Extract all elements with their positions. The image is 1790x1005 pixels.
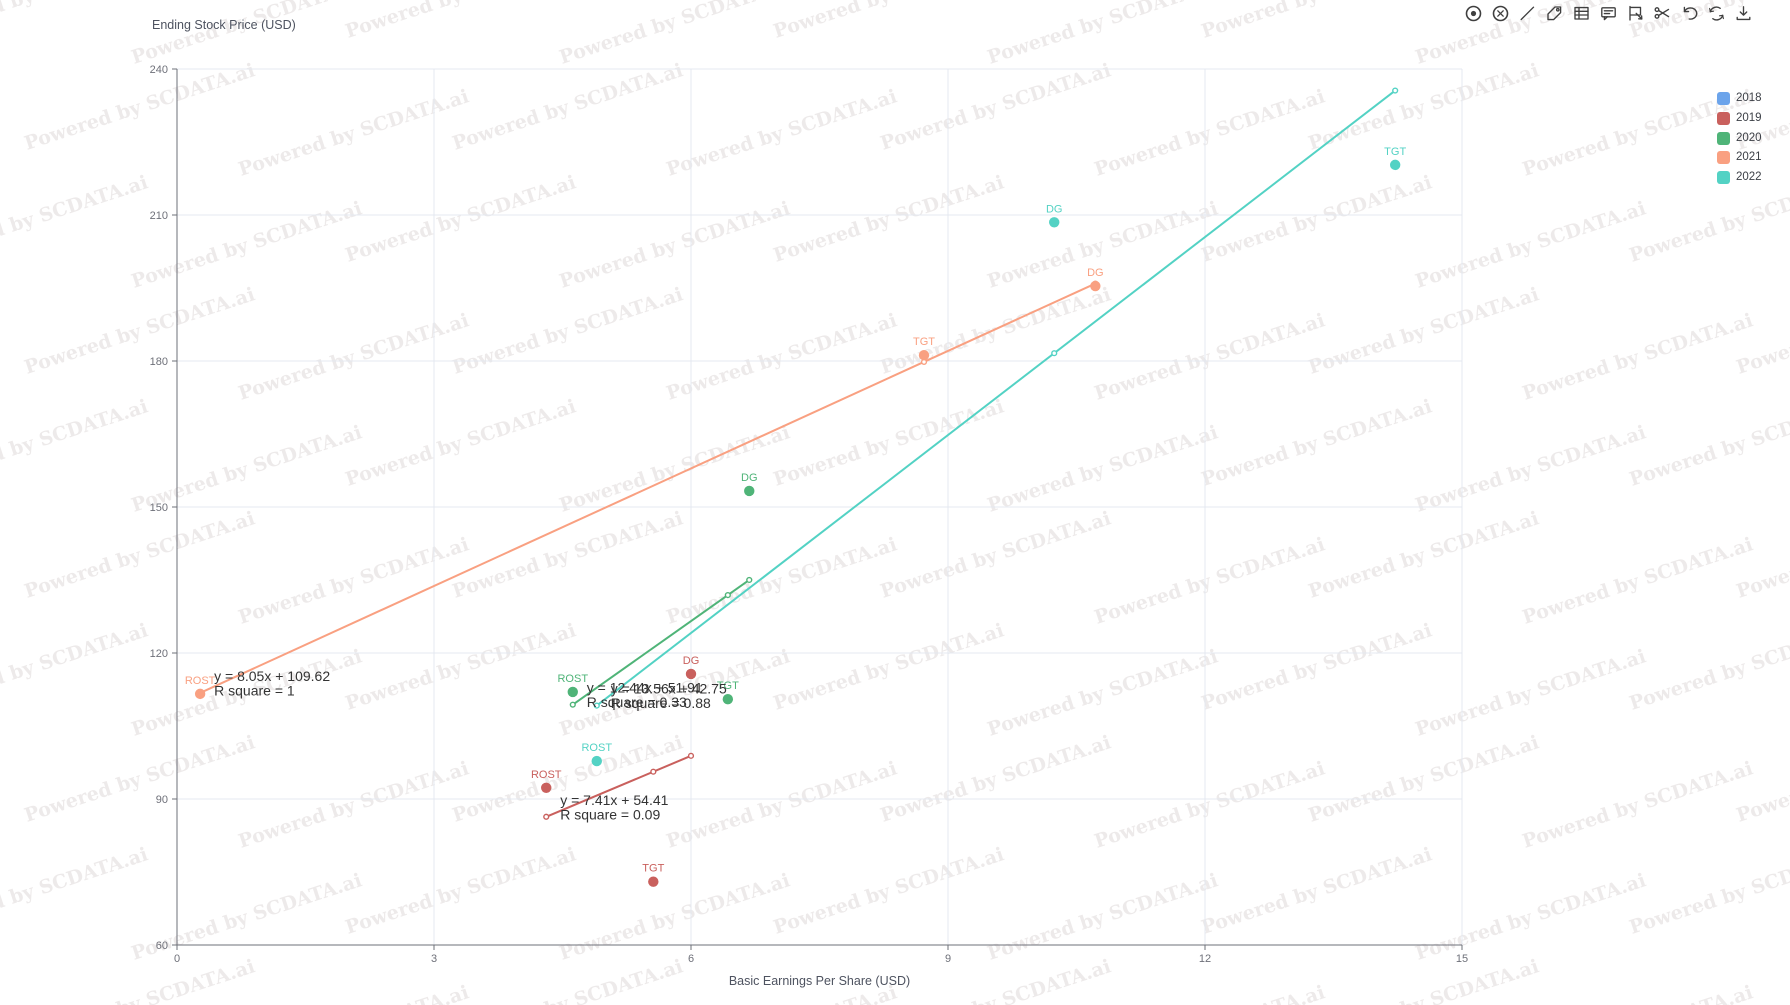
data-point-2022-TGT[interactable] bbox=[1389, 159, 1401, 171]
line-tool-icon[interactable] bbox=[1518, 4, 1537, 23]
data-point-2020-ROST[interactable] bbox=[567, 686, 578, 698]
data-point-2021-TGT[interactable] bbox=[918, 349, 930, 361]
trend-point-marker bbox=[1392, 87, 1399, 94]
y-axis-title: Ending Stock Price (USD) bbox=[152, 18, 296, 32]
trend-line-2021 bbox=[199, 282, 1096, 694]
data-point-2019-TGT[interactable] bbox=[648, 876, 659, 887]
y-tick-label: 90 bbox=[156, 794, 168, 806]
legend-swatch bbox=[1717, 171, 1730, 185]
legend-item-2022[interactable]: 2022 bbox=[1717, 168, 1762, 188]
restore-icon[interactable] bbox=[1707, 4, 1726, 23]
download-icon[interactable] bbox=[1734, 4, 1753, 23]
point-label: TGT bbox=[717, 680, 739, 692]
trend-point-marker bbox=[543, 813, 550, 820]
point-label: ROST bbox=[581, 742, 612, 754]
data-point-2019-ROST[interactable] bbox=[541, 782, 552, 794]
trend-point-marker bbox=[746, 576, 753, 584]
chart-legend: 2018 2019 2020 2021 2022 bbox=[1717, 89, 1762, 187]
trend-point-marker bbox=[593, 702, 600, 709]
tag-icon[interactable] bbox=[1545, 4, 1564, 23]
point-label: DG bbox=[683, 655, 700, 667]
trend-equation-label: y = 8.05x + 109.62 bbox=[214, 668, 330, 684]
trend-rsquare-label: R square = 0.88 bbox=[611, 695, 711, 711]
y-tick-label: 150 bbox=[150, 502, 168, 514]
data-point-2022-ROST[interactable] bbox=[591, 755, 602, 767]
data-point-2021-DG[interactable] bbox=[1090, 280, 1101, 292]
point-label: ROST bbox=[531, 769, 562, 781]
trend-point-marker bbox=[1051, 350, 1058, 357]
trend-equation-label: y = 12.44x + 51.91 bbox=[587, 680, 703, 696]
trend-rsquare-label: R square = 0.33 bbox=[587, 694, 687, 710]
trend-point-marker bbox=[650, 768, 657, 775]
legend-swatch bbox=[1717, 92, 1730, 106]
y-tick-label: 210 bbox=[150, 210, 168, 222]
point-label: ROST bbox=[185, 675, 216, 687]
trend-equation-label: y = 7.41x + 54.41 bbox=[560, 792, 668, 808]
data-point-2020-TGT[interactable] bbox=[722, 694, 734, 705]
y-tick-label: 120 bbox=[150, 648, 168, 660]
trend-rsquare-label: R square = 0.09 bbox=[560, 806, 660, 822]
annotation-icon[interactable] bbox=[1599, 4, 1618, 23]
point-label: DG bbox=[741, 472, 758, 484]
x-tick-label: 3 bbox=[431, 953, 437, 965]
legend-item-2021[interactable]: 2021 bbox=[1717, 148, 1762, 168]
trend-equation-label: y = 13.56x + 42.75 bbox=[611, 681, 727, 697]
x-tick-label: 12 bbox=[1199, 953, 1211, 965]
data-point-2019-DG[interactable] bbox=[685, 668, 697, 680]
zoom-select-icon[interactable] bbox=[1464, 4, 1483, 23]
x-tick-label: 0 bbox=[174, 953, 180, 965]
data-point-2022-DG[interactable] bbox=[1049, 217, 1060, 228]
data-point-2021-ROST[interactable] bbox=[194, 688, 206, 700]
x-tick-label: 6 bbox=[688, 953, 694, 965]
x-tick-label: 15 bbox=[1456, 953, 1468, 965]
point-label: TGT bbox=[913, 336, 935, 348]
zoom-reset-icon[interactable] bbox=[1491, 4, 1510, 23]
legend-item-2020[interactable]: 2020 bbox=[1717, 128, 1762, 148]
x-axis-title: Basic Earnings Per Share (USD) bbox=[728, 974, 911, 988]
brush-select-icon[interactable] bbox=[1626, 4, 1645, 23]
legend-item-2019[interactable]: 2019 bbox=[1717, 109, 1762, 129]
point-label: TGT bbox=[1384, 146, 1406, 158]
legend-swatch bbox=[1717, 131, 1730, 145]
trend-line-2019 bbox=[545, 754, 692, 818]
undo-icon[interactable] bbox=[1680, 4, 1699, 23]
legend-item-2018[interactable]: 2018 bbox=[1717, 89, 1762, 109]
legend-swatch bbox=[1717, 112, 1730, 126]
trend-line-2020 bbox=[572, 579, 750, 706]
point-label: DG bbox=[1087, 267, 1104, 279]
data-point-2020-DG[interactable] bbox=[744, 485, 755, 497]
trend-point-marker bbox=[687, 752, 695, 759]
legend-label: 2019 bbox=[1736, 112, 1762, 125]
trend-point-marker bbox=[724, 591, 731, 599]
y-tick-label: 180 bbox=[150, 356, 168, 368]
legend-label: 2018 bbox=[1736, 92, 1762, 105]
scissors-icon[interactable] bbox=[1653, 4, 1672, 23]
data-view-icon[interactable] bbox=[1572, 4, 1591, 23]
trend-point-marker bbox=[569, 701, 576, 708]
legend-label: 2021 bbox=[1736, 151, 1762, 164]
y-tick-label: 60 bbox=[156, 940, 168, 952]
legend-swatch bbox=[1717, 151, 1730, 165]
y-tick-label: 240 bbox=[150, 64, 168, 76]
chart-toolbar bbox=[1464, 4, 1753, 23]
trend-rsquare-label: R square = 1 bbox=[214, 682, 295, 698]
point-label: DG bbox=[1046, 203, 1063, 215]
trend-line-2022 bbox=[596, 89, 1396, 707]
legend-label: 2022 bbox=[1736, 171, 1762, 184]
legend-label: 2020 bbox=[1736, 131, 1762, 144]
point-label: TGT bbox=[642, 863, 664, 875]
x-tick-label: 9 bbox=[945, 953, 951, 965]
point-label: ROST bbox=[557, 673, 588, 685]
